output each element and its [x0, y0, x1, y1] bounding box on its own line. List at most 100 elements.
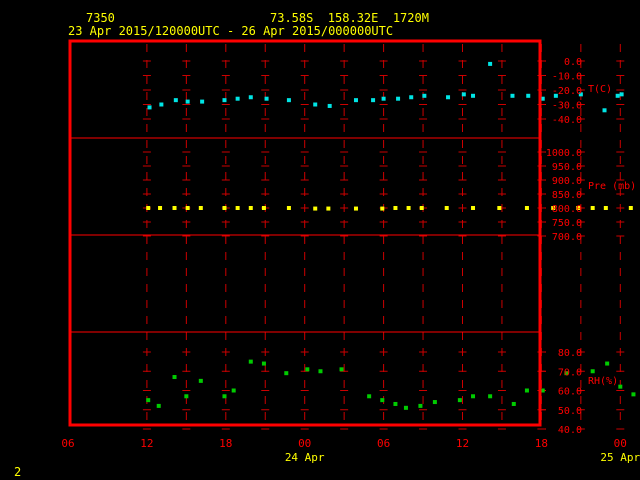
data-point-rh: [524, 388, 529, 393]
data-point-pressure: [524, 206, 529, 210]
data-point-rh: [305, 367, 310, 372]
data-point-rh: [184, 394, 189, 399]
x-tick-label: 12: [140, 437, 153, 450]
data-point-pressure: [628, 206, 633, 210]
data-point-temp: [488, 61, 493, 66]
data-point-rh: [540, 388, 545, 393]
data-point-rh: [488, 394, 493, 399]
data-point-temp: [553, 93, 558, 98]
data-point-pressure: [497, 206, 502, 210]
data-point-pressure: [172, 206, 177, 210]
data-point-rh: [222, 394, 227, 399]
data-point-temp: [173, 98, 178, 103]
data-point-pressure: [158, 206, 163, 210]
data-point-rh: [564, 371, 569, 376]
data-point-rh: [198, 378, 203, 383]
data-point-pressure: [551, 206, 556, 210]
y-tick-label: -10.0: [552, 72, 582, 83]
data-point-temp: [147, 105, 152, 110]
x-tick-label: 18: [535, 437, 548, 450]
data-point-pressure: [590, 206, 595, 210]
x-tick-label: 12: [456, 437, 469, 450]
data-point-rh: [231, 388, 236, 393]
data-point-pressure: [380, 206, 385, 211]
data-point-rh: [156, 403, 161, 408]
data-point-rh: [403, 405, 408, 410]
x-tick-label: 00: [614, 437, 627, 450]
data-point-temp: [222, 98, 227, 103]
data-point-pressure: [222, 206, 227, 210]
panel-label: Pre (mb): [588, 181, 636, 192]
y-tick-label: 80.0: [558, 348, 582, 359]
data-point-temp: [396, 96, 401, 101]
data-point-pressure: [353, 206, 358, 211]
data-point-pressure: [471, 206, 476, 210]
data-point-rh: [248, 359, 253, 364]
data-point-temp: [159, 102, 164, 107]
data-point-pressure: [248, 206, 253, 210]
data-point-temp: [422, 93, 427, 98]
data-point-pressure: [326, 206, 331, 211]
data-point-temp: [602, 108, 607, 113]
panel-label: RH(%): [588, 376, 618, 387]
data-point-rh: [261, 361, 266, 366]
data-point-temp: [286, 98, 291, 103]
data-point-temp: [540, 96, 545, 101]
data-point-temp: [409, 95, 414, 100]
data-point-rh: [457, 398, 462, 403]
data-point-pressure: [444, 206, 449, 210]
y-tick-label: 800.0: [552, 204, 582, 215]
data-point-rh: [380, 398, 385, 403]
data-point-temp: [248, 95, 253, 100]
y-tick-label: 60.0: [558, 387, 582, 398]
data-point-pressure: [313, 206, 318, 211]
y-tick-label: -20.0: [552, 86, 582, 97]
data-point-rh: [432, 400, 437, 405]
x-tick-label: 06: [377, 437, 390, 450]
data-point-temp: [313, 102, 318, 107]
y-tick-label: 750.0: [552, 218, 582, 229]
x-tick-label: 06: [61, 437, 74, 450]
mark-layer: [146, 61, 636, 410]
data-point-rh: [284, 371, 289, 376]
y-tick-label: 900.0: [552, 176, 582, 187]
data-point-temp: [353, 98, 358, 103]
data-point-pressure: [576, 206, 581, 210]
data-point-pressure: [198, 206, 203, 210]
data-point-temp: [526, 93, 531, 98]
data-point-temp: [235, 96, 240, 101]
data-point-temp: [264, 96, 269, 101]
data-point-temp: [471, 93, 476, 98]
data-point-rh: [367, 394, 372, 399]
data-point-pressure: [261, 206, 266, 210]
data-point-pressure: [185, 206, 190, 210]
data-point-temp: [185, 99, 190, 104]
data-point-rh: [418, 403, 423, 408]
y-tick-label: 700.0: [552, 232, 582, 243]
data-point-rh: [631, 392, 636, 397]
y-tick-label: -40.0: [552, 115, 582, 126]
data-point-pressure: [603, 206, 608, 210]
y-tick-label: 850.0: [552, 190, 582, 201]
data-point-pressure: [286, 206, 291, 210]
data-point-temp: [510, 93, 515, 98]
time-period: 23 Apr 2015/120000UTC - 26 Apr 2015/0000…: [68, 24, 394, 38]
data-point-temp: [615, 93, 620, 98]
data-point-temp: [461, 92, 466, 97]
y-tick-label: 0.0: [564, 57, 582, 68]
data-point-temp: [371, 98, 376, 103]
data-point-rh: [471, 394, 476, 399]
y-tick-label: -30.0: [552, 101, 582, 112]
data-point-rh: [318, 369, 323, 374]
data-point-rh: [393, 401, 398, 406]
station-location: 73.58S 158.32E 1720M: [270, 11, 429, 25]
data-point-rh: [605, 361, 610, 366]
data-point-pressure: [393, 206, 398, 210]
data-point-rh: [172, 375, 177, 380]
data-point-temp: [381, 96, 386, 101]
data-point-rh: [146, 398, 151, 403]
station-id: 7350: [86, 11, 115, 25]
y-tick-label: 1000.0: [546, 148, 582, 159]
